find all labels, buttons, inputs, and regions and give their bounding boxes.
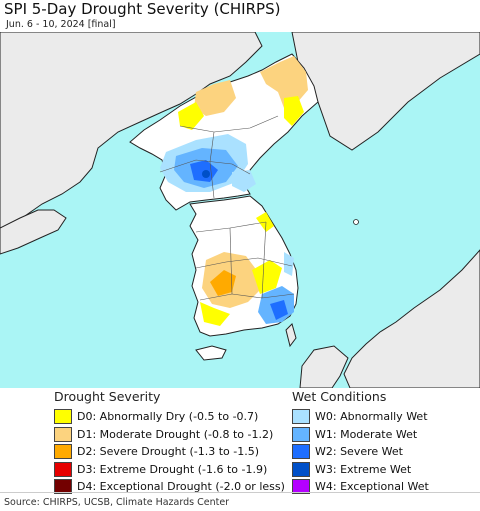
legend-label-w3: W3: Extreme Wet xyxy=(315,462,412,476)
footer: Source: CHIRPS, UCSB, Climate Hazards Ce… xyxy=(0,492,480,511)
legend-item-d3: D3: Extreme Drought (-1.6 to -1.9) xyxy=(54,461,285,479)
legend-swatch-w0 xyxy=(292,409,310,425)
legend-item-w1: W1: Moderate Wet xyxy=(292,426,429,444)
drought-d0-patch xyxy=(284,96,304,126)
tsushima-island xyxy=(285,323,297,348)
date-range: Jun. 6 - 10, 2024 [final] xyxy=(6,19,116,30)
legend-item-d4: D4: Exceptional Drought (-2.0 or less) xyxy=(54,478,285,496)
legend-swatch-w1 xyxy=(292,426,310,442)
drought-d1-patch xyxy=(260,56,308,108)
legend-item-w3: W3: Extreme Wet xyxy=(292,461,429,479)
wet-legend: Wet Conditions W0: Abnormally Wet W1: Mo… xyxy=(292,389,429,496)
legend-item-w0: W0: Abnormally Wet xyxy=(292,408,429,426)
map-canvas xyxy=(0,32,480,388)
drought-legend-title: Drought Severity xyxy=(54,389,161,404)
drought-d0-patch xyxy=(200,302,230,326)
legend-label-w4: W4: Exceptional Wet xyxy=(315,480,429,494)
wet-w2-patch xyxy=(270,300,288,320)
legend-swatch-w2 xyxy=(292,444,310,460)
legend-label-w2: W2: Severe Wet xyxy=(315,445,403,459)
legend-swatch-d3 xyxy=(54,461,72,477)
legend-swatch-w3 xyxy=(292,461,310,477)
drought-d0-patch xyxy=(178,102,204,130)
legend-label-w1: W1: Moderate Wet xyxy=(315,427,418,441)
legend-item-w2: W2: Severe Wet xyxy=(292,443,429,461)
legend-item-d0: D0: Abnormally Dry (-0.5 to -0.7) xyxy=(54,408,285,426)
wet-legend-title: Wet Conditions xyxy=(292,389,387,404)
legend-swatch-d1 xyxy=(54,426,72,442)
wet-w3-patch xyxy=(202,170,210,178)
legend-swatch-d0 xyxy=(54,409,72,425)
japan-honshu xyxy=(343,249,480,388)
jeju-island xyxy=(195,345,227,361)
legend-label-d1: D1: Moderate Drought (-0.8 to -1.2) xyxy=(77,427,274,441)
ulleung-island xyxy=(353,219,359,225)
page-title: SPI 5-Day Drought Severity (CHIRPS) xyxy=(4,0,281,18)
legend-swatch-d2 xyxy=(54,444,72,460)
legend-item-d2: D2: Severe Drought (-1.3 to -1.5) xyxy=(54,443,285,461)
legend-label-d2: D2: Severe Drought (-1.3 to -1.5) xyxy=(77,445,260,459)
wet-w0-patch xyxy=(232,170,256,192)
legend-label-d3: D3: Extreme Drought (-1.6 to -1.9) xyxy=(77,462,268,476)
province-boundaries xyxy=(159,115,295,301)
shandong-peninsula xyxy=(0,209,67,255)
legend-item-w4: W4: Exceptional Wet xyxy=(292,478,429,496)
drought-d1-patch xyxy=(194,80,236,116)
drought-d0-patch xyxy=(252,260,282,294)
source-credit: Source: CHIRPS, UCSB, Climate Hazards Ce… xyxy=(4,497,230,508)
drought-map xyxy=(0,32,480,388)
japan-kyushu xyxy=(299,345,349,388)
legend-label-d4: D4: Exceptional Drought (-2.0 or less) xyxy=(77,480,285,494)
legend-swatch-w4 xyxy=(292,479,310,495)
drought-d2-patch xyxy=(210,270,236,296)
legend-swatch-d4 xyxy=(54,479,72,495)
legend-label-w0: W0: Abnormally Wet xyxy=(315,410,428,424)
legend-item-d1: D1: Moderate Drought (-0.8 to -1.2) xyxy=(54,426,285,444)
wet-w0-patch xyxy=(284,252,294,276)
china-landmass xyxy=(0,32,263,233)
drought-legend: Drought Severity D0: Abnormally Dry (-0.… xyxy=(54,389,285,496)
legend-label-d0: D0: Abnormally Dry (-0.5 to -0.7) xyxy=(77,410,259,424)
